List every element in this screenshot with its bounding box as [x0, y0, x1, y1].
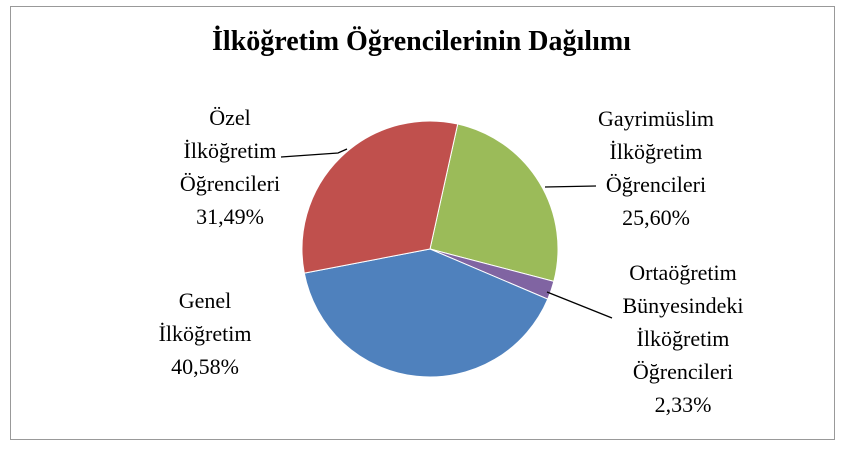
pie-slice [429, 123, 559, 283]
pie-slice [303, 248, 549, 378]
value-label: 25,60% [622, 205, 690, 230]
value-label: 40,58% [171, 354, 239, 379]
value-label: 2,33% [654, 392, 712, 417]
leader-line [546, 291, 613, 319]
data-label: Gayrimüslim İlköğretim Öğrencileri 25,60% [598, 102, 714, 234]
category-label: Ortaöğretim Bünyesindeki İlköğretim Öğre… [622, 260, 744, 384]
data-label: Ortaöğretim Bünyesindeki İlköğretim Öğre… [623, 256, 744, 421]
category-label: Genel İlköğretim [158, 288, 252, 346]
chart-title: İlköğretim Öğrencilerinin Dağılımı [212, 26, 631, 57]
data-label: Genel İlköğretim 40,58% [159, 284, 252, 383]
value-label: 31,49% [196, 204, 264, 229]
pie-slice [301, 120, 459, 274]
data-label: Özel İlköğretim Öğrencileri 31,49% [180, 101, 280, 233]
leader-line [544, 185, 597, 188]
category-label: Özel İlköğretim Öğrencileri [179, 105, 281, 196]
leader-line [280, 148, 348, 158]
category-label: Gayrimüslim İlköğretim Öğrencileri [597, 106, 715, 197]
